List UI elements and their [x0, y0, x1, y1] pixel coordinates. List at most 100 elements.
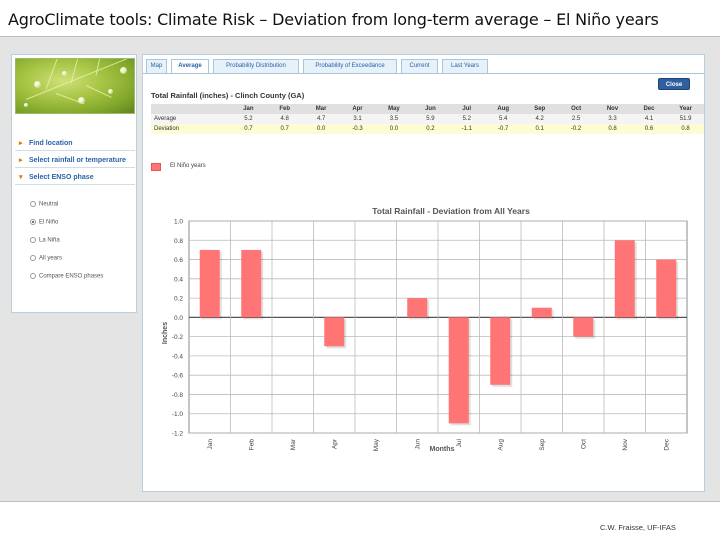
table-cell: -0.7: [484, 124, 522, 134]
y-tick-label: 0.2: [174, 296, 183, 303]
app-window: ▸ Find location ▸ Select rainfall or tem…: [0, 36, 720, 502]
tab-average[interactable]: Average: [171, 59, 209, 74]
tab-divider: [143, 73, 704, 74]
x-tick-label: Aug: [497, 439, 504, 451]
tab-bar: Map Average Probability Distribution Pro…: [143, 55, 704, 75]
sidebar: ▸ Find location ▸ Select rainfall or tem…: [11, 54, 137, 313]
select-enso-link[interactable]: ▾ Select ENSO phase: [15, 171, 135, 185]
y-tick-label: 0.8: [174, 238, 183, 245]
y-tick-label: 0.0: [174, 315, 183, 322]
x-tick-label: Oct: [580, 439, 587, 449]
table-cell: 4.7: [302, 114, 340, 124]
table-cell: -0.3: [339, 124, 376, 134]
col-header: Jan: [230, 104, 267, 114]
radio-icon: [30, 237, 36, 243]
radio-icon: [30, 273, 36, 279]
table-cell: 3.5: [375, 114, 413, 124]
table-cell: 4.1: [630, 114, 668, 124]
table-cell: 0.2: [412, 124, 449, 134]
table-cell: 0.6: [630, 124, 668, 134]
y-tick-label: 0.4: [174, 276, 183, 283]
table-cell: 0.7: [266, 124, 303, 134]
table-cell: 0.7: [230, 124, 267, 134]
legend-label: El Niño years: [170, 163, 206, 169]
table-cell: -0.2: [557, 124, 595, 134]
tab-map[interactable]: Map: [146, 59, 167, 74]
leaf-photo: [15, 58, 135, 114]
bar-apr[interactable]: [324, 317, 345, 347]
bar-feb[interactable]: [241, 249, 262, 318]
tab-current[interactable]: Current: [401, 59, 438, 74]
col-header: Nov: [594, 104, 631, 114]
col-header: Aug: [484, 104, 522, 114]
x-tick-label: Apr: [331, 438, 338, 449]
y-tick-label: -0.2: [172, 334, 184, 341]
x-tick-label: Sep: [539, 439, 546, 451]
arrow-down-icon: ▾: [19, 174, 23, 181]
deviation-bar-chart: Total Rainfall - Deviation from All Year…: [162, 206, 688, 453]
y-tick-label: -1.2: [172, 431, 184, 438]
arrow-right-icon: ▸: [19, 140, 23, 147]
radio-compare-phases[interactable]: Compare ENSO phases: [30, 273, 103, 280]
tab-probability-distribution[interactable]: Probability Distribution: [213, 59, 299, 74]
table-cell: -1.1: [448, 124, 485, 134]
rainfall-table: Jan Feb Mar Apr May Jun Jul Aug Sep Oct …: [151, 104, 704, 134]
table-title: Total Rainfall (inches) - Clinch County …: [151, 91, 305, 100]
table-row: Deviation 0.7 0.7 0.0 -0.3 0.0 0.2 -1.1 …: [151, 124, 704, 134]
col-header: Feb: [266, 104, 303, 114]
chart-title: Total Rainfall - Deviation from All Year…: [372, 206, 530, 216]
slide-title: AgroClimate tools: Climate Risk – Deviat…: [8, 10, 659, 29]
table-cell: 0.0: [375, 124, 413, 134]
col-header: May: [375, 104, 413, 114]
table-cell: 51.9: [667, 114, 704, 124]
table-row: Average 5.2 4.8 4.7 3.1 3.5 5.9 5.2 5.4 …: [151, 114, 704, 124]
x-tick-label: Jun: [414, 439, 421, 450]
col-header: Year: [667, 104, 704, 114]
col-header: Sep: [521, 104, 558, 114]
bar-dec[interactable]: [656, 259, 677, 318]
close-button[interactable]: Close: [658, 78, 690, 90]
x-tick-label: Mar: [290, 438, 297, 450]
radio-all-years[interactable]: All years: [30, 255, 62, 262]
radio-el-nino[interactable]: El Niño: [30, 219, 58, 226]
tab-probability-exceedance[interactable]: Probability of Exceedance: [303, 59, 397, 74]
radio-neutral[interactable]: Neutral: [30, 201, 58, 208]
chart-bars: [199, 240, 679, 426]
table-header-row: Jan Feb Mar Apr May Jun Jul Aug Sep Oct …: [151, 104, 704, 114]
table-cell: 3.3: [594, 114, 631, 124]
chart-y-ticks: 1.0 0.8 0.6 0.4 0.2 0.0 -0.2 -0.4 -0.6 -0.8 -1.0 -1…: [172, 219, 184, 438]
main-panel: Map Average Probability Distribution Pro…: [142, 54, 705, 492]
y-tick-label: -1.0: [172, 411, 184, 418]
chart-y-axis-label: Inches: [162, 322, 169, 344]
table-cell: 0.8: [667, 124, 704, 134]
legend-swatch: [151, 163, 161, 171]
table-cell: 3.1: [339, 114, 376, 124]
x-tick-label: Nov: [622, 438, 629, 450]
x-tick-label: Jul: [456, 438, 463, 447]
row-label: Deviation: [151, 124, 231, 134]
bar-jun[interactable]: [407, 298, 428, 318]
table-cell: 5.9: [412, 114, 449, 124]
table-cell: 2.5: [557, 114, 595, 124]
table-cell: 5.4: [484, 114, 522, 124]
bar-nov[interactable]: [614, 240, 635, 318]
col-header: Mar: [302, 104, 340, 114]
col-header: Dec: [630, 104, 668, 114]
bar-jul[interactable]: [448, 317, 469, 424]
bar-jan[interactable]: [199, 249, 220, 318]
x-tick-label: Dec: [663, 438, 670, 450]
tab-last-years[interactable]: Last Years: [442, 59, 488, 74]
radio-la-nina[interactable]: La Niña: [30, 237, 60, 244]
bar-sep[interactable]: [531, 307, 552, 318]
select-variable-link[interactable]: ▸ Select rainfall or temperature: [15, 154, 135, 168]
radio-selected-icon: [30, 219, 36, 225]
bar-oct[interactable]: [573, 317, 594, 337]
row-label: Average: [151, 114, 231, 124]
x-tick-label: Jan: [207, 439, 214, 450]
x-tick-label: Feb: [248, 439, 255, 451]
col-header: Apr: [339, 104, 376, 114]
find-location-link[interactable]: ▸ Find location: [15, 137, 135, 151]
col-header: Oct: [557, 104, 595, 114]
y-tick-label: 1.0: [174, 219, 183, 226]
bar-aug[interactable]: [490, 317, 511, 385]
